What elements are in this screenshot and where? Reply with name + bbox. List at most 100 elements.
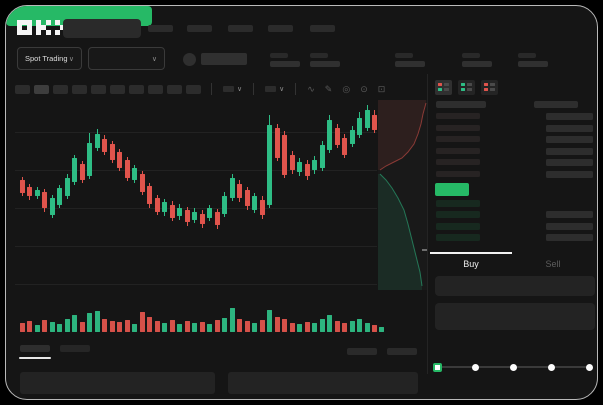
volume-bar: [335, 321, 340, 332]
nav-item[interactable]: [148, 25, 173, 32]
orderbook-last-price[interactable]: [435, 183, 469, 196]
icon-color-bars: [484, 82, 488, 93]
search-input[interactable]: [63, 19, 141, 38]
stat-value-skeleton: [270, 61, 300, 67]
volume-bar: [365, 323, 370, 332]
book-view-asks-icon[interactable]: [481, 80, 498, 95]
chart-option-dropdown[interactable]: ∨: [223, 85, 242, 93]
slider-stop[interactable]: [472, 364, 479, 371]
ask-amount-skeleton: [546, 136, 593, 143]
footer-control[interactable]: [387, 348, 417, 355]
volume-bar: [162, 323, 167, 332]
book-view-both-icon[interactable]: [435, 80, 452, 95]
pair-selector-dropdown[interactable]: ∨: [88, 47, 165, 70]
ask-price-skeleton: [436, 159, 480, 165]
settings-icon[interactable]: ⊙: [360, 83, 368, 94]
interval-button[interactable]: [110, 84, 125, 94]
price-input[interactable]: [435, 276, 595, 296]
candlestick: [275, 128, 280, 158]
footer-control[interactable]: [347, 348, 377, 355]
toolbar-divider: [253, 83, 255, 95]
candlestick: [365, 110, 370, 128]
volume-bar: [65, 319, 70, 332]
volume-bar: [20, 323, 25, 332]
chart-toolbar: ∨ ∨ ∿ ✎ ◎ ⊙ ⊡: [15, 80, 425, 98]
candlestick: [297, 162, 302, 172]
slider-stop[interactable]: [586, 364, 593, 371]
volume-bar: [95, 311, 100, 332]
candlestick: [200, 214, 205, 224]
candlestick: [192, 212, 197, 220]
footer-tab[interactable]: [60, 345, 90, 352]
nav-item[interactable]: [228, 25, 253, 32]
tab-sell[interactable]: Sell: [545, 258, 561, 269]
slider-stop[interactable]: [548, 364, 555, 371]
chart-option-dropdown[interactable]: ∨: [265, 85, 284, 93]
buy-tab-indicator: [430, 252, 512, 254]
candlestick: [125, 160, 130, 178]
market-type-dropdown[interactable]: Spot Trading ∨: [17, 47, 82, 70]
dropdown-label-skeleton: [223, 86, 234, 92]
candlestick: [87, 143, 92, 176]
interval-button[interactable]: [34, 84, 49, 94]
candlestick: [185, 210, 190, 222]
interval-button[interactable]: [167, 84, 182, 94]
fullscreen-icon[interactable]: ⊡: [377, 83, 386, 94]
tab-buy[interactable]: Buy: [463, 258, 479, 269]
bid-price-skeleton: [436, 234, 480, 241]
book-view-bids-icon[interactable]: [458, 80, 475, 95]
candlestick: [372, 115, 377, 130]
footer-tab-active[interactable]: [20, 345, 50, 352]
nav-item[interactable]: [268, 25, 293, 32]
stat-label-skeleton: [270, 53, 288, 58]
icon-color-bars: [438, 82, 442, 93]
nav-item[interactable]: [310, 25, 335, 32]
pair-coin-icon: [183, 53, 196, 66]
ask-price-skeleton: [436, 125, 480, 131]
stat-label-skeleton: [310, 53, 328, 58]
interval-button[interactable]: [53, 84, 68, 94]
candlestick: [335, 128, 340, 145]
amount-input[interactable]: [435, 303, 595, 330]
interval-button[interactable]: [72, 84, 87, 94]
orderbook-view-toggles: [435, 80, 498, 95]
interval-button[interactable]: [129, 84, 144, 94]
interval-button[interactable]: [148, 84, 163, 94]
volume-bar: [260, 320, 265, 332]
slider-handle[interactable]: [433, 363, 442, 372]
logo-letter-O: [17, 20, 32, 36]
icon-gray-lines: [467, 82, 472, 93]
chart-gridline: [15, 246, 377, 247]
pencil-draw-icon[interactable]: ✎: [324, 83, 333, 94]
volume-bar: [267, 310, 272, 332]
slider-stop[interactable]: [510, 364, 517, 371]
interval-button[interactable]: [15, 84, 30, 94]
chevron-down-icon: ∨: [151, 55, 157, 63]
bid-amount-skeleton: [546, 234, 593, 241]
candlestick: [27, 187, 32, 196]
volume-bar: [372, 325, 377, 332]
volume-bars: [15, 288, 384, 332]
ask-price-skeleton: [436, 136, 480, 142]
candlestick: [140, 174, 145, 192]
volume-bar: [290, 323, 295, 332]
wave-line-icon[interactable]: ∿: [307, 83, 315, 94]
ask-price-skeleton: [436, 113, 480, 119]
candlestick: [110, 144, 115, 160]
camera-snapshot-icon[interactable]: ◎: [342, 83, 351, 94]
stat-value-skeleton: [462, 61, 492, 67]
candlestick-chart[interactable]: [15, 100, 384, 290]
interval-button[interactable]: [91, 84, 106, 94]
volume-bar: [350, 321, 355, 332]
nav-item[interactable]: [187, 25, 212, 32]
volume-bar: [27, 321, 32, 332]
bid-price-skeleton: [436, 211, 480, 218]
history-panel-skeleton: [228, 372, 418, 394]
candlestick: [260, 200, 265, 215]
interval-button[interactable]: [186, 84, 201, 94]
volume-bar: [57, 324, 62, 332]
chevron-down-icon: ∨: [279, 86, 285, 93]
candlestick: [230, 178, 235, 198]
candlestick: [312, 160, 317, 170]
candlestick: [282, 135, 287, 175]
